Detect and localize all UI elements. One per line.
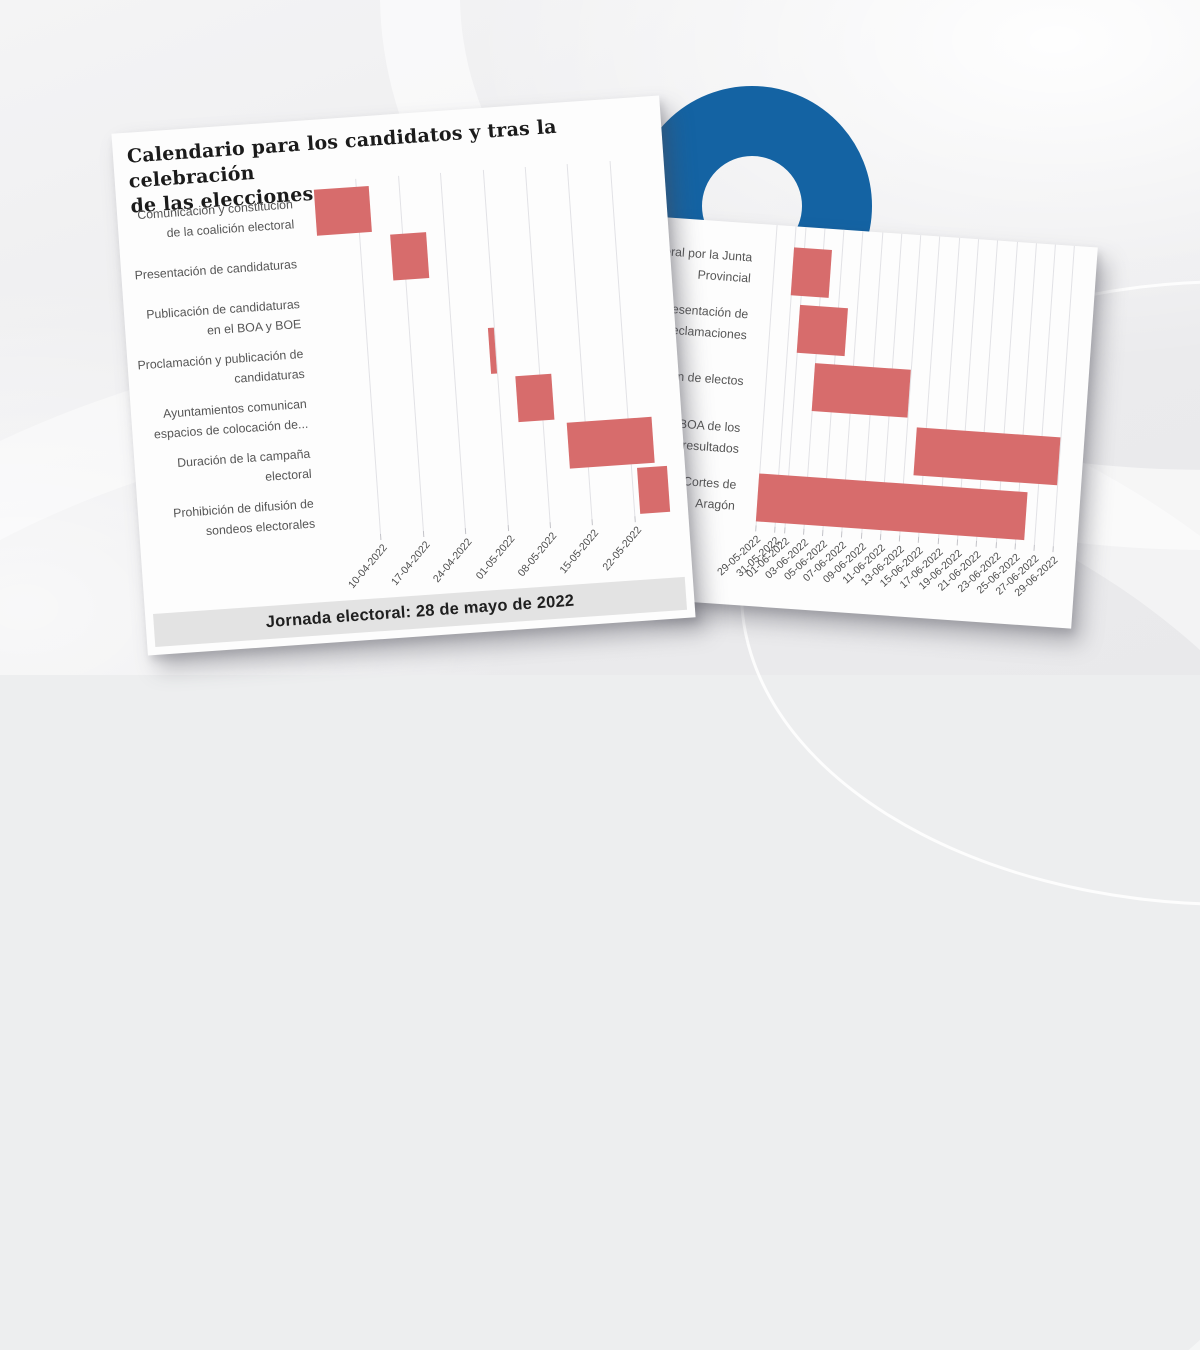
x-grid-line <box>397 175 424 532</box>
x-tick-stub <box>464 528 467 535</box>
x-tick-stub <box>783 527 786 534</box>
gantt-chart-candidates: 10-04-2022 17-04-2022 24-04-2022 01-05-2022… <box>111 95 695 655</box>
x-tick-stub <box>754 525 757 532</box>
x-tick-stub <box>774 526 776 533</box>
gantt-bar <box>566 416 655 469</box>
x-tick-stub <box>937 538 939 545</box>
x-tick-label: 15-05-2022 <box>557 527 602 577</box>
x-tick-stub <box>822 530 824 537</box>
gantt-bar <box>811 362 912 418</box>
x-tick-stub <box>591 519 594 526</box>
x-tick-stub <box>879 534 882 541</box>
gantt-bar <box>313 185 372 236</box>
gantt-bar <box>636 465 671 514</box>
x-tick-stub <box>918 536 920 543</box>
x-tick-stub <box>507 525 509 532</box>
x-tick-label: 08-05-2022 <box>515 530 560 580</box>
x-tick-stub <box>380 533 382 540</box>
x-tick-stub <box>1014 543 1016 550</box>
gantt-bar <box>515 373 555 423</box>
x-tick-stub <box>898 535 901 542</box>
x-tick-stub <box>422 530 425 538</box>
results-calendar-card: 29-05-2022 31-05-2022 01-06-2022 03-06-2022… <box>576 217 1098 629</box>
gantt-bar <box>796 304 848 356</box>
gantt-row-label: Prohibición de difusión de sondeos elect… <box>172 496 316 539</box>
candidates-calendar-card: Calendario para los candidatos y tras la… <box>111 95 696 656</box>
x-grid-line <box>482 169 509 526</box>
gantt-bar <box>790 246 833 298</box>
gantt-bar <box>755 472 1029 540</box>
x-tick-stub <box>995 542 997 549</box>
x-tick-label: 22-05-2022 <box>600 524 644 574</box>
x-tick-stub <box>1033 544 1035 551</box>
x-grid-line <box>524 166 551 523</box>
x-grid-line <box>440 172 466 529</box>
x-tick-stub <box>1052 546 1055 553</box>
x-tick-label: 10-04-2022 <box>346 541 391 591</box>
gantt-bar <box>913 426 1061 485</box>
x-tick-stub <box>860 532 862 539</box>
x-tick-stub <box>634 516 636 523</box>
x-tick-stub <box>975 540 978 547</box>
x-tick-label: 01-05-2022 <box>473 533 517 582</box>
gantt-chart-results: 29-05-2022 31-05-2022 01-06-2022 03-06-2022… <box>576 217 1098 628</box>
x-tick-stub <box>802 528 805 535</box>
x-grid-line <box>1053 245 1076 547</box>
x-tick-label: 24-04-2022 <box>431 536 475 585</box>
x-tick-label: 17-04-2022 <box>388 539 433 588</box>
gantt-bar <box>389 232 430 281</box>
x-grid-line <box>1033 244 1056 545</box>
x-tick-stub <box>841 531 843 538</box>
x-tick-stub <box>549 522 551 529</box>
x-tick-stub <box>956 539 959 546</box>
